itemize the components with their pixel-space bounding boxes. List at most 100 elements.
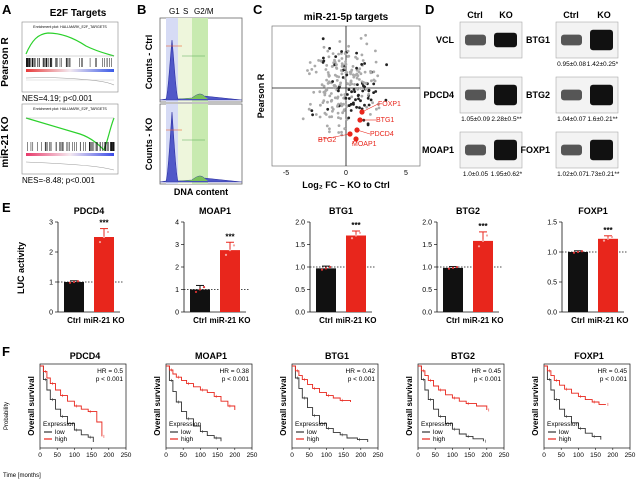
replicate-point	[194, 290, 198, 294]
scatter-point	[367, 103, 371, 107]
scatter-point	[344, 71, 348, 74]
scatter-point	[337, 52, 340, 56]
scatter-point	[365, 42, 369, 46]
blot-band-ko	[590, 139, 613, 161]
scatter-point	[322, 45, 326, 49]
scatter-point	[367, 89, 371, 93]
scatter-point	[350, 90, 353, 94]
blot-band-ko	[494, 84, 517, 106]
scatter-point	[335, 74, 339, 78]
highlight-label-foxp1: FOXP1	[378, 101, 401, 108]
bar-category-label: Ctrl	[67, 316, 81, 325]
scatter-point	[318, 115, 322, 119]
bar-category-label: Ctrl	[193, 316, 207, 325]
scatter-point	[339, 117, 343, 120]
km-ylabel: Overall survival	[531, 376, 540, 436]
bar-chart-ytick: 0.5	[422, 287, 432, 294]
blot-band-ctrl	[465, 144, 486, 156]
km-xtick: 150	[212, 452, 223, 459]
bar-chart-pdcd4: PDCD4 0 1 2 3 Ctrl miR-21 KO ***	[49, 206, 124, 325]
highlight-label-pdcd4: PDCD4	[370, 131, 394, 138]
blot-label-btg2: BTG2	[526, 90, 550, 100]
bar-chart-ytick: 1.0	[422, 265, 432, 272]
bar-ko	[473, 240, 493, 312]
scatter-point	[337, 124, 341, 127]
scatter-point	[350, 95, 354, 99]
significance-marker: ***	[99, 219, 109, 228]
bar-chart-ytick: 1.5	[422, 242, 432, 249]
bar-chart-ytick: 1.0	[547, 250, 557, 257]
km-xtick: 50	[432, 452, 440, 459]
replicate-point	[606, 237, 610, 240]
scatter-point	[366, 122, 370, 126]
scatter-point	[323, 93, 327, 97]
scatter-point	[342, 108, 346, 111]
panel-b-letter: B	[137, 2, 146, 17]
scatter-point	[311, 113, 314, 117]
scatter-point	[369, 70, 372, 73]
scatter-point	[336, 111, 340, 115]
scatter-point	[374, 60, 378, 64]
scatter-point	[339, 81, 342, 85]
km-xtick: 50	[558, 452, 566, 459]
km-xtick: 100	[195, 452, 206, 459]
scatter-point	[343, 76, 347, 80]
scatter-point	[374, 49, 377, 53]
replicate-point	[228, 249, 232, 252]
scatter-point	[366, 96, 370, 100]
bar-ctrl	[568, 252, 588, 312]
bar-ctrl	[190, 289, 210, 312]
scatter-point	[331, 107, 335, 111]
scatter-point	[357, 93, 360, 97]
blot-band-ctrl	[465, 34, 486, 46]
scatter-point	[321, 101, 325, 104]
km-pvalue: p < 0.001	[96, 376, 124, 383]
panel-d: D Ctrl KO Ctrl KO VCL PDCD4 1.05±0.09 2.28±…	[422, 2, 620, 178]
bar-ko	[598, 238, 618, 312]
km-legend-label-high: high	[559, 436, 572, 443]
scatter-point	[376, 74, 380, 78]
km-pvalue: p < 0.001	[222, 376, 250, 383]
scatter-point	[367, 93, 370, 96]
bar-category-label: miR-21 KO	[84, 316, 125, 325]
col-header-ctrl-left: Ctrl	[467, 10, 483, 20]
replicate-point	[224, 253, 228, 256]
scatter-point	[327, 73, 331, 77]
scatter-point	[340, 57, 344, 60]
replicate-point	[320, 268, 324, 271]
bar-chart-ytick: 0.5	[295, 287, 305, 294]
blot-ko-quant: 1.42±0.25*	[587, 61, 619, 68]
scatter-point	[375, 107, 378, 111]
bar-chart-ytick: 1.0	[295, 265, 305, 272]
bar-category-label: miR-21 KO	[336, 316, 377, 325]
scatter-point	[385, 63, 388, 67]
replicate-point	[451, 266, 455, 269]
gsea-curve-2	[25, 117, 115, 152]
km-xtick: 250	[121, 452, 132, 459]
panel-a-title: E2F Targets	[50, 8, 107, 19]
scatter-point	[356, 74, 360, 77]
scatter-point	[328, 94, 332, 98]
replicate-point	[485, 234, 489, 237]
scatter-point	[314, 113, 318, 116]
bar-chart-btg1: BTG1 0.0 0.5 1.0 1.5 2.0 Ctrl miR-21 KO ***	[295, 206, 376, 325]
scatter-point	[340, 72, 344, 76]
scatter-point	[363, 85, 367, 89]
bar-ko	[346, 235, 366, 312]
scatter-point	[372, 70, 376, 74]
km-chart-title: MOAP1	[195, 351, 227, 361]
scatter-point	[341, 111, 344, 115]
col-header-ctrl-right: Ctrl	[563, 10, 579, 20]
scatter-point	[337, 59, 341, 63]
phase-label-s: S	[183, 7, 188, 16]
scatter-point	[361, 59, 365, 62]
scatter-point	[360, 53, 364, 57]
panel-c-ylabel: Pearson R	[256, 73, 266, 118]
km-legend-title: Expression	[169, 421, 202, 428]
replicate-point	[202, 285, 206, 289]
scatter-point	[335, 63, 338, 66]
scatter-point	[347, 44, 350, 48]
scatter-point	[371, 101, 374, 105]
scatter-point	[326, 107, 330, 111]
bar-chart-ytick: 2.0	[295, 220, 305, 227]
